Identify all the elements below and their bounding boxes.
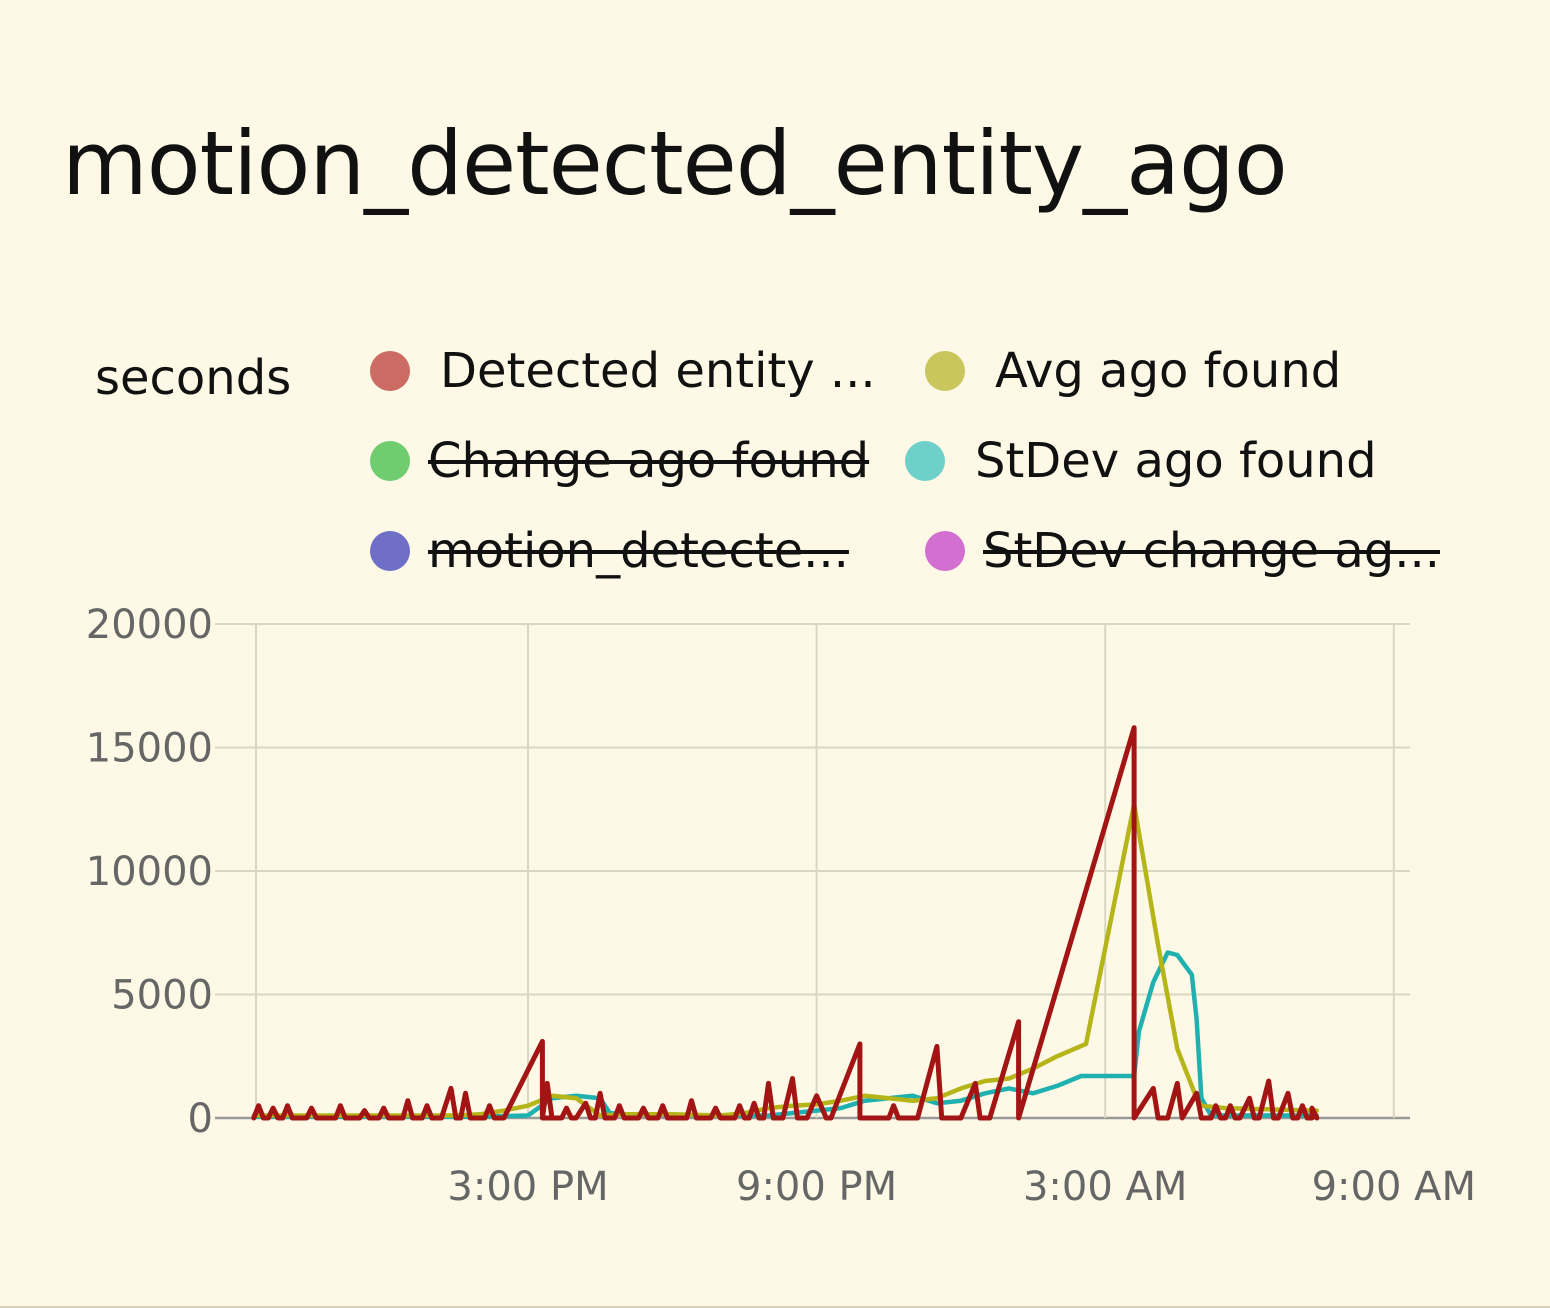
y-axis-unit-label: seconds — [95, 350, 292, 406]
legend-item-motion-detected[interactable]: motion_detecte... — [370, 523, 849, 579]
legend-color-dot — [925, 531, 965, 571]
legend-item-detected-entity[interactable]: Detected entity ... — [370, 343, 876, 399]
legend-item-stdev-change-ago[interactable]: StDev change ag... — [925, 523, 1440, 579]
legend-label: StDev change ag... — [983, 523, 1441, 579]
legend-color-dot — [905, 441, 945, 481]
legend-label: motion_detecte... — [428, 523, 849, 579]
legend-item-change-ago-found[interactable]: Change ago found — [370, 433, 869, 489]
y-tick-label: 10000 — [86, 849, 213, 895]
legend-color-dot — [370, 351, 410, 391]
series-line-1 — [251, 802, 1320, 1118]
legend-label: Change ago found — [428, 433, 870, 489]
legend-label: Detected entity ... — [440, 343, 876, 399]
legend-color-dot — [370, 441, 410, 481]
series-line-3 — [251, 950, 1320, 1120]
x-tick-label: 9:00 AM — [1312, 1164, 1476, 1210]
y-tick-label: 20000 — [86, 602, 213, 648]
y-tick-label: 5000 — [111, 973, 213, 1019]
legend-color-dot — [370, 531, 410, 571]
x-tick-label: 3:00 AM — [1023, 1164, 1187, 1210]
series-line-0 — [251, 725, 1320, 1121]
legend-label: StDev ago found — [975, 433, 1377, 489]
legend-item-avg-ago-found[interactable]: Avg ago found — [925, 343, 1341, 399]
legend-label: Avg ago found — [995, 343, 1342, 399]
x-tick-label: 9:00 PM — [736, 1164, 897, 1210]
y-tick-label: 0 — [188, 1096, 213, 1142]
legend-color-dot — [925, 351, 965, 391]
y-tick-label: 15000 — [86, 726, 213, 772]
card-title: motion_detected_entity_ago — [62, 112, 1288, 215]
x-tick-label: 3:00 PM — [447, 1164, 608, 1210]
legend-item-stdev-ago-found[interactable]: StDev ago found — [905, 433, 1377, 489]
